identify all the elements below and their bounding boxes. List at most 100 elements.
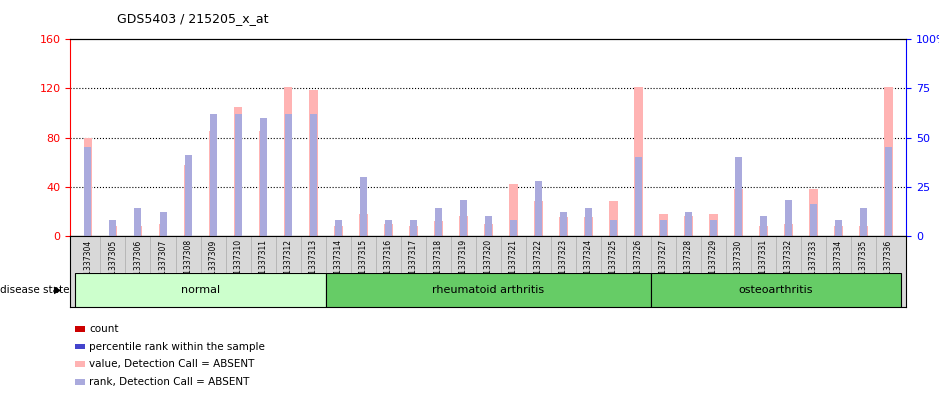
- Bar: [534, 201, 543, 236]
- Bar: [734, 189, 743, 236]
- Bar: [509, 184, 517, 236]
- Bar: [685, 212, 692, 236]
- Bar: [84, 138, 92, 236]
- Bar: [310, 114, 316, 236]
- Bar: [609, 201, 618, 236]
- Bar: [133, 226, 143, 236]
- Text: GSM1337319: GSM1337319: [459, 239, 468, 290]
- Bar: [74, 379, 85, 385]
- Text: GSM1337316: GSM1337316: [384, 239, 393, 290]
- Bar: [360, 177, 366, 236]
- Bar: [584, 217, 593, 236]
- Bar: [635, 157, 642, 236]
- Bar: [235, 114, 241, 236]
- Text: GSM1337305: GSM1337305: [109, 239, 117, 290]
- Text: GSM1337308: GSM1337308: [183, 239, 192, 290]
- Bar: [651, 273, 901, 307]
- Bar: [160, 212, 166, 236]
- Bar: [409, 220, 417, 236]
- Bar: [284, 87, 292, 236]
- Text: GSM1337320: GSM1337320: [484, 239, 493, 290]
- Bar: [75, 273, 326, 307]
- Bar: [74, 362, 85, 367]
- Text: disease state: disease state: [0, 285, 69, 295]
- Bar: [660, 220, 667, 236]
- Text: GSM1337329: GSM1337329: [709, 239, 718, 290]
- Bar: [460, 200, 467, 236]
- Text: GSM1337318: GSM1337318: [434, 239, 442, 290]
- Bar: [459, 216, 468, 236]
- Bar: [85, 147, 91, 236]
- Text: GSM1337327: GSM1337327: [659, 239, 668, 290]
- Bar: [560, 212, 567, 236]
- Text: normal: normal: [181, 285, 220, 295]
- Bar: [333, 226, 343, 236]
- Text: GSM1337306: GSM1337306: [133, 239, 143, 290]
- Bar: [809, 189, 818, 236]
- Text: GSM1337325: GSM1337325: [608, 239, 618, 290]
- Bar: [209, 114, 217, 236]
- Bar: [74, 326, 85, 332]
- Bar: [610, 220, 617, 236]
- Bar: [334, 220, 342, 236]
- Bar: [309, 90, 317, 236]
- Bar: [385, 220, 392, 236]
- Text: GSM1337317: GSM1337317: [408, 239, 418, 290]
- Text: rank, Detection Call = ABSENT: rank, Detection Call = ABSENT: [89, 377, 250, 387]
- Text: GSM1337332: GSM1337332: [784, 239, 793, 290]
- Bar: [559, 217, 568, 236]
- Bar: [685, 216, 693, 236]
- Bar: [709, 214, 717, 236]
- Bar: [735, 157, 742, 236]
- Text: ▶: ▶: [54, 285, 61, 295]
- Text: GSM1337326: GSM1337326: [634, 239, 643, 290]
- Text: GSM1337336: GSM1337336: [885, 239, 893, 290]
- Text: osteoarthritis: osteoarthritis: [739, 285, 813, 295]
- Bar: [109, 226, 117, 236]
- Bar: [760, 216, 767, 236]
- Text: GSM1337310: GSM1337310: [234, 239, 242, 290]
- Text: GSM1337321: GSM1337321: [509, 239, 517, 290]
- Text: GSM1337313: GSM1337313: [309, 239, 317, 290]
- Text: GDS5403 / 215205_x_at: GDS5403 / 215205_x_at: [117, 12, 269, 25]
- Bar: [885, 147, 892, 236]
- Bar: [259, 131, 268, 236]
- Text: GSM1337307: GSM1337307: [159, 239, 167, 290]
- Bar: [359, 214, 367, 236]
- Bar: [384, 224, 393, 236]
- Bar: [435, 208, 441, 236]
- Bar: [659, 214, 668, 236]
- Bar: [784, 224, 793, 236]
- Text: GSM1337331: GSM1337331: [759, 239, 768, 290]
- Text: GSM1337334: GSM1337334: [834, 239, 843, 290]
- Bar: [134, 208, 142, 236]
- Bar: [785, 200, 792, 236]
- Bar: [510, 220, 516, 236]
- Text: GSM1337323: GSM1337323: [559, 239, 568, 290]
- Bar: [434, 221, 442, 236]
- Bar: [710, 220, 717, 236]
- Bar: [110, 220, 116, 236]
- Bar: [535, 181, 542, 236]
- Bar: [184, 165, 192, 236]
- Bar: [485, 216, 492, 236]
- Text: GSM1337314: GSM1337314: [333, 239, 343, 290]
- Text: rheumatoid arthritis: rheumatoid arthritis: [432, 285, 545, 295]
- Text: value, Detection Call = ABSENT: value, Detection Call = ABSENT: [89, 359, 254, 369]
- Text: GSM1337324: GSM1337324: [584, 239, 593, 290]
- Text: GSM1337304: GSM1337304: [84, 239, 92, 290]
- Text: GSM1337328: GSM1337328: [684, 239, 693, 290]
- Bar: [208, 131, 218, 236]
- Bar: [234, 107, 242, 236]
- Bar: [484, 224, 493, 236]
- Bar: [860, 208, 867, 236]
- Bar: [185, 155, 192, 236]
- Bar: [634, 87, 643, 236]
- Bar: [859, 226, 868, 236]
- Text: GSM1337309: GSM1337309: [208, 239, 218, 290]
- Text: GSM1337312: GSM1337312: [284, 239, 293, 290]
- Text: GSM1337315: GSM1337315: [359, 239, 368, 290]
- Text: GSM1337311: GSM1337311: [258, 239, 268, 290]
- Bar: [835, 220, 842, 236]
- Bar: [74, 344, 85, 349]
